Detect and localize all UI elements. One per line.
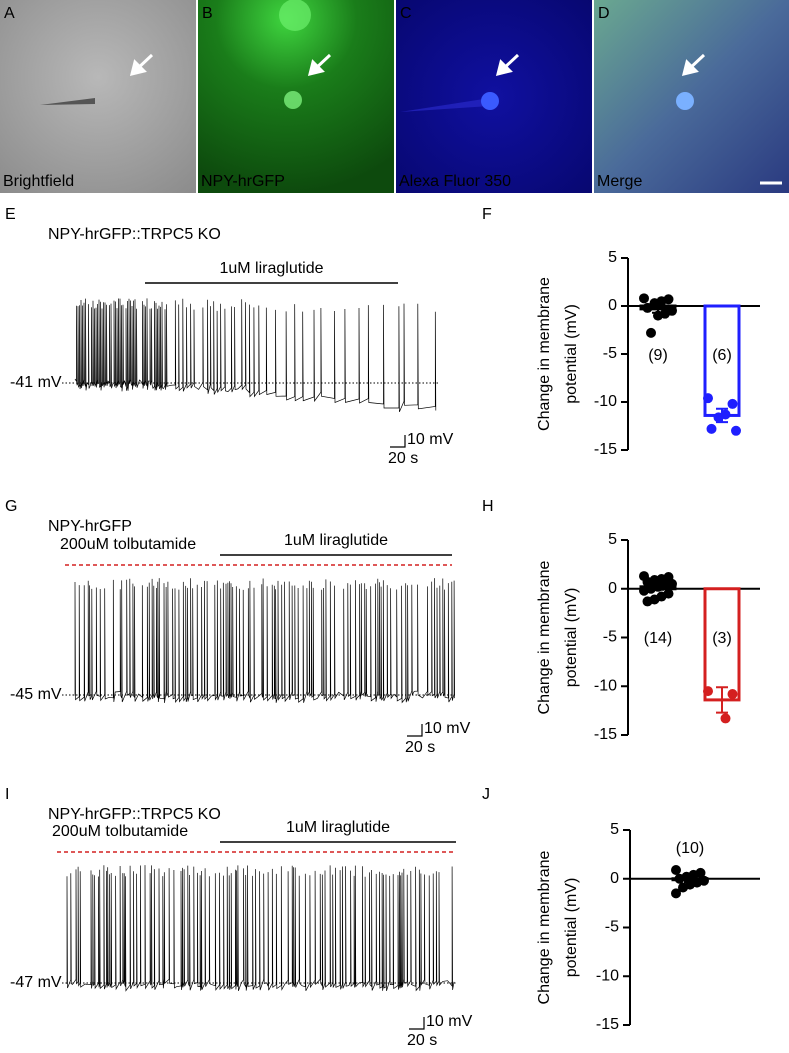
y-tick-label: -15 xyxy=(594,726,617,743)
baseline-label: -47 mV xyxy=(10,974,62,991)
brightfield-image xyxy=(0,0,196,193)
n-label: (6) xyxy=(712,347,732,364)
panel-letter: F xyxy=(482,206,492,223)
y-tick-label: 0 xyxy=(608,297,617,314)
panel-letter: H xyxy=(482,498,494,515)
y-tick-label: -15 xyxy=(594,441,617,458)
y-tick-label: -5 xyxy=(603,345,617,362)
y-axis-label: potential (mV) xyxy=(563,878,580,978)
data-point xyxy=(671,864,681,875)
data-point xyxy=(703,686,713,697)
y-axis-label: potential (mV) xyxy=(563,304,580,404)
n-label: (14) xyxy=(644,630,672,647)
drug-label: 1uM liraglutide xyxy=(219,260,323,277)
data-point xyxy=(713,412,724,423)
data-point xyxy=(639,293,649,304)
y-tick-label: 5 xyxy=(608,249,617,266)
panel-letter: A xyxy=(4,5,15,22)
image-label: Brightfield xyxy=(3,173,74,190)
pre-drug-label: 200uM tolbutamide xyxy=(52,823,188,840)
pre-drug-label: 200uM tolbutamide xyxy=(60,536,196,553)
y-axis-label: Change in membrane xyxy=(536,560,553,714)
y-tick-label: -15 xyxy=(596,1016,619,1033)
scale-y-label: 10 mV xyxy=(407,431,454,448)
cell xyxy=(481,92,499,110)
data-point xyxy=(642,302,653,313)
y-tick-label: -5 xyxy=(605,919,619,936)
data-point xyxy=(706,423,717,434)
data-point xyxy=(731,425,741,436)
scale-x-label: 20 s xyxy=(388,450,418,467)
y-tick-label: 5 xyxy=(610,821,619,838)
trace-title: NPY-hrGFP::TRPC5 KO xyxy=(48,226,221,243)
baseline-label: -45 mV xyxy=(10,686,62,703)
scale-bar xyxy=(409,1017,425,1030)
data-point xyxy=(642,596,653,607)
y-tick-label: 5 xyxy=(608,531,617,548)
data-point xyxy=(649,298,660,309)
image-label: Alexa Fluor 350 xyxy=(399,173,511,190)
n-label: (10) xyxy=(676,840,704,857)
scale-y-label: 10 mV xyxy=(424,720,471,737)
cell xyxy=(279,0,311,31)
voltage-trace xyxy=(74,298,437,413)
trace-title: NPY-hrGFP::TRPC5 KO xyxy=(48,806,221,823)
data-point xyxy=(727,689,738,700)
data-point xyxy=(678,882,688,893)
scale-y-label: 10 mV xyxy=(426,1013,473,1030)
panel-letter: I xyxy=(5,786,9,803)
drug-label: 1uM liraglutide xyxy=(286,819,390,836)
panel-letter: E xyxy=(5,206,16,223)
cell xyxy=(676,92,694,110)
voltage-trace xyxy=(66,865,455,992)
panel-letter: C xyxy=(400,5,412,22)
baseline-label: -41 mV xyxy=(10,374,62,391)
y-tick-label: -10 xyxy=(594,393,617,410)
data-point xyxy=(727,398,738,409)
panel-letter: D xyxy=(598,5,610,22)
data-point xyxy=(653,310,663,321)
y-axis-label: Change in membrane xyxy=(536,850,553,1004)
n-label: (3) xyxy=(712,630,732,647)
panel-letter: J xyxy=(482,786,490,803)
scale-bar xyxy=(407,724,423,737)
image-label: NPY-hrGFP xyxy=(201,173,285,190)
data-point xyxy=(674,873,685,884)
image-label: Merge xyxy=(597,173,642,190)
cell xyxy=(284,91,302,109)
data-point xyxy=(671,888,681,899)
scale-bar xyxy=(390,435,406,448)
error-bar xyxy=(650,304,666,314)
data-point xyxy=(646,327,656,338)
scale-x-label: 20 s xyxy=(405,739,435,756)
n-label: (9) xyxy=(648,347,668,364)
drug-label: 1uM liraglutide xyxy=(284,532,388,549)
trace-title: NPY-hrGFP xyxy=(48,518,132,535)
y-tick-label: -10 xyxy=(596,967,619,984)
arrows xyxy=(129,53,706,77)
voltage-trace xyxy=(74,578,455,704)
pipette xyxy=(400,98,490,112)
scale-x-label: 20 s xyxy=(407,1032,437,1048)
y-tick-label: -10 xyxy=(594,677,617,694)
panel-letter: B xyxy=(202,5,213,22)
y-tick-label: 0 xyxy=(608,580,617,597)
y-tick-label: -5 xyxy=(603,629,617,646)
y-tick-label: 0 xyxy=(610,870,619,887)
panel-letter: G xyxy=(5,498,17,515)
data-point xyxy=(720,713,731,724)
data-point xyxy=(639,585,649,596)
data-point xyxy=(703,393,713,404)
micrographs xyxy=(0,0,789,193)
y-axis-label: potential (mV) xyxy=(563,588,580,688)
y-axis-label: Change in membrane xyxy=(536,277,553,431)
error-bar xyxy=(714,686,730,714)
pipette xyxy=(40,98,95,105)
